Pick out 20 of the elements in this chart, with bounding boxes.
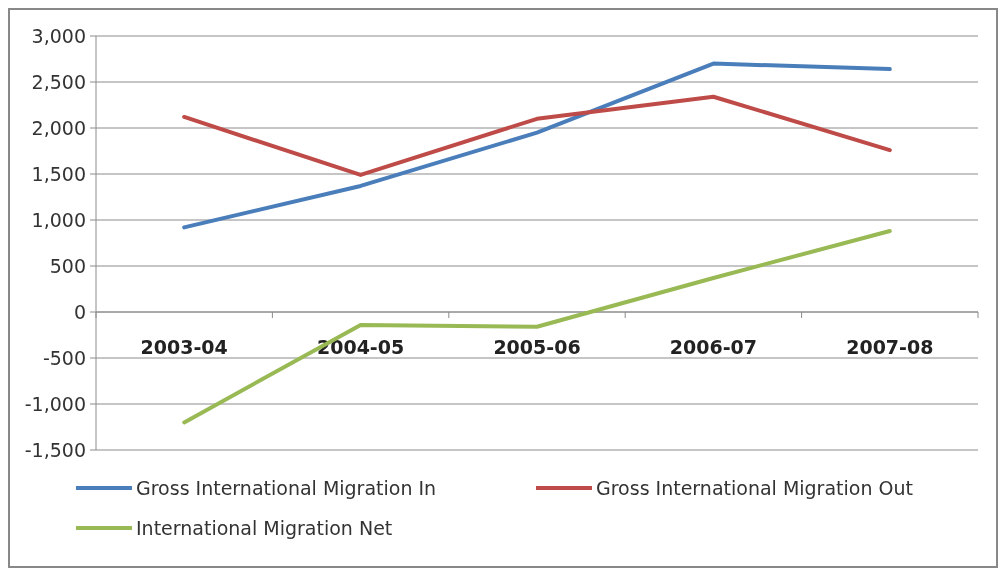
legend-label: Gross International Migration In (136, 477, 437, 499)
y-tick-label: 3,000 (31, 24, 86, 47)
x-tick-label: 2006-07 (669, 336, 758, 358)
y-tick-label: 2,000 (31, 116, 86, 139)
x-tick-label: 2007-08 (846, 336, 934, 358)
x-tick-label: 2005-06 (493, 336, 581, 358)
legend-label: Gross International Migration Out (596, 477, 913, 499)
legend-label: International Migration Net (136, 517, 393, 539)
y-tick-label: 0 (73, 300, 86, 323)
y-tick-label: 2,500 (31, 70, 86, 93)
y-tick-label: 1,000 (31, 208, 86, 231)
x-tick-label: 2004-05 (316, 336, 405, 358)
y-tick-label: 500 (49, 254, 86, 277)
y-tick-label: 1,500 (31, 162, 86, 185)
line-series (182, 61, 892, 230)
y-tick-label: -1,000 (24, 392, 86, 415)
y-tick-label: -1,500 (24, 438, 86, 461)
y-tick-label: -500 (42, 346, 86, 369)
x-tick-label: 2003-04 (140, 336, 228, 358)
line-series (182, 94, 892, 177)
